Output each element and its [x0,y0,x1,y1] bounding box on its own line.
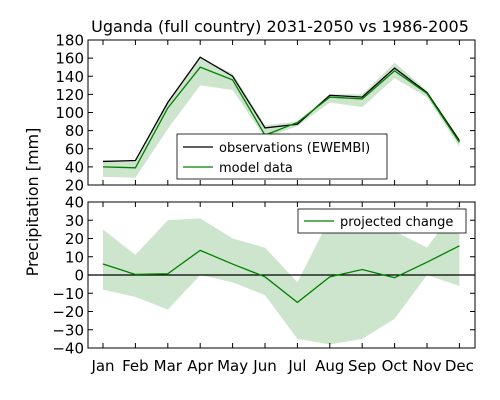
y-tick-label-0-0: 20 [65,177,84,195]
y-axis-label: Precipitation [mm] [23,128,42,277]
y-tick-label-1-7: 30 [65,212,84,230]
y-tick-label-1-5: 10 [65,248,84,266]
y-tick-label-0-8: 180 [55,32,84,50]
y-tick-label-1-8: 40 [65,194,84,212]
y-tick-label-0-3: 80 [65,122,84,140]
y-tick-label-0-5: 120 [55,86,84,104]
series-line-1-0 [102,245,460,304]
y-tick-label-1-1: −30 [52,321,84,339]
x-axis: Jan Feb Mar Apr May Jun Jul Aug Sep Oct Nov Dec [90,357,473,375]
legend-box [176,133,388,180]
range-band-0-1 [103,58,460,178]
y-tick-label-1-3: −10 [52,285,84,303]
y-tick-label-0-7: 160 [55,50,84,68]
y-tick-label-1-0: −40 [52,340,84,358]
x-tick-label: Jan [90,357,114,375]
x-tick-label: Oct [382,357,408,375]
series-line-0-1 [102,66,460,169]
legend-label-1: model data [219,161,293,176]
x-tick-label: Aug [315,357,344,375]
y-tick-label-0-2: 60 [65,140,84,158]
y-tick-label-1-4: 0 [74,267,84,285]
x-tick-label: Mar [154,357,183,375]
legend-0: observations (EWEMBI) model data [176,133,388,180]
x-tick-label: Apr [187,357,214,375]
x-tick-label: Dec [445,357,474,375]
y-tick-label-1-6: 20 [65,230,84,248]
range-band-1-0 [103,203,460,345]
y-tick-label-0-6: 140 [55,68,84,86]
x-tick-label: Jul [287,357,306,375]
y-tick-label-1-2: −20 [52,303,84,321]
chart-title: Uganda (full country) 2031-2050 vs 1986-… [91,17,469,36]
x-tick-label: Sep [348,357,376,375]
legend-1: projected change [297,208,467,234]
y-tick-label-0-1: 40 [65,158,84,176]
legend-label-change: projected change [340,215,453,230]
y-tick-label-0-4: 100 [55,104,84,122]
series-line-0-0 [102,56,460,163]
x-tick-label: Feb [122,357,149,375]
legend-label-0: observations (EWEMBI) [219,141,370,156]
x-tick-label: May [217,357,248,375]
x-tick-label: Jun [252,357,276,375]
x-tick-label: Nov [412,357,441,375]
